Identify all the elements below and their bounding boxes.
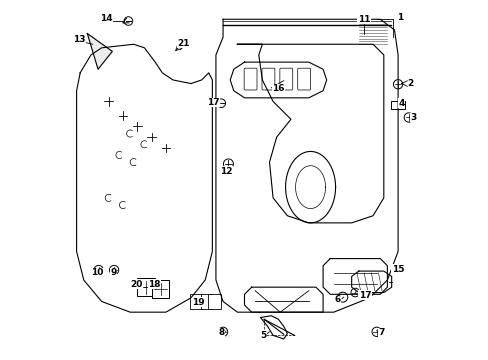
Text: 11: 11 <box>357 15 370 24</box>
Text: 8: 8 <box>218 328 224 337</box>
Text: 20: 20 <box>130 280 142 289</box>
Bar <box>137 278 155 296</box>
Text: 12: 12 <box>220 167 232 176</box>
Bar <box>207 294 220 309</box>
Text: 17: 17 <box>358 291 371 300</box>
Text: 9: 9 <box>110 268 116 277</box>
Text: 15: 15 <box>391 265 404 274</box>
Text: 16: 16 <box>272 84 285 93</box>
Text: 14: 14 <box>100 14 112 23</box>
Text: 17: 17 <box>206 98 219 107</box>
Polygon shape <box>87 33 112 69</box>
Text: 2: 2 <box>406 79 412 88</box>
Text: 4: 4 <box>398 99 404 108</box>
FancyBboxPatch shape <box>279 68 292 90</box>
Bar <box>189 294 203 309</box>
Text: 1: 1 <box>396 13 402 22</box>
Text: 21: 21 <box>177 39 190 48</box>
Text: 10: 10 <box>91 268 103 277</box>
Polygon shape <box>390 102 405 109</box>
FancyBboxPatch shape <box>297 68 310 90</box>
Text: 3: 3 <box>410 113 416 122</box>
FancyBboxPatch shape <box>244 68 257 90</box>
Text: 6: 6 <box>334 295 340 304</box>
Text: 18: 18 <box>148 280 161 289</box>
FancyBboxPatch shape <box>262 68 274 90</box>
Text: 5: 5 <box>260 331 266 340</box>
Text: 13: 13 <box>73 35 85 44</box>
Text: 19: 19 <box>192 298 204 307</box>
Bar <box>200 294 213 309</box>
Bar <box>151 280 169 298</box>
Text: 7: 7 <box>377 328 384 337</box>
